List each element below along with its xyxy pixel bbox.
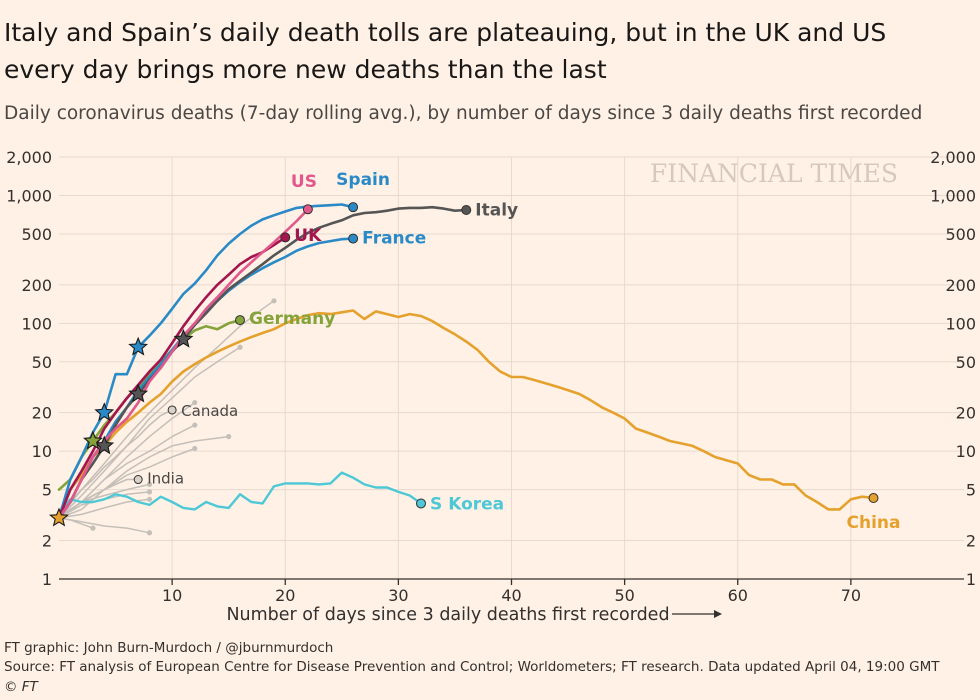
- y-tick-label-left: 500: [21, 225, 52, 244]
- y-tick-label-right: 2: [966, 532, 976, 551]
- italy-end-dot: [461, 204, 472, 215]
- footer-copyright: © FT: [4, 679, 38, 695]
- other-country-end-dot: [146, 530, 153, 536]
- y-tick-label-left: 5: [42, 481, 52, 500]
- x-axis: 10 20 30 40 50 60 70: [59, 578, 964, 605]
- italy-lockdown-star: [94, 435, 115, 455]
- india-end-dot: [133, 475, 143, 485]
- y-tick-label-right: 1,000: [930, 186, 976, 205]
- y-tick-label-left: 2,000: [6, 148, 52, 167]
- other-country-line: [58, 346, 241, 519]
- x-axis-arrow-head: [714, 610, 722, 618]
- canada-end-dot: [167, 405, 177, 415]
- x-axis-title: Number of days since 3 daily deaths firs…: [226, 605, 669, 625]
- india-label: India: [147, 470, 184, 488]
- uk-label: UK: [294, 226, 322, 246]
- other-country-end-dot: [192, 399, 198, 406]
- y-tick-label-right: 20: [956, 404, 976, 423]
- us-label: US: [291, 172, 317, 192]
- other-country-end-dot: [237, 344, 243, 350]
- other-country-end-dot: [146, 481, 153, 487]
- other-country-end-dot: [192, 445, 198, 452]
- y-tick-label-left: 10: [32, 442, 52, 461]
- france-label: France: [362, 228, 426, 248]
- germany-label: Germany: [249, 309, 335, 329]
- other-country-end-dot: [146, 496, 153, 502]
- x-tick-label: 30: [388, 586, 408, 605]
- other-country-end-dot: [226, 433, 232, 440]
- s-korea-label: S Korea: [430, 494, 504, 514]
- other-country-line: [58, 300, 275, 519]
- y-tick-label-left: 2: [42, 532, 52, 551]
- canada-line: [58, 409, 173, 519]
- x-axis-title-group: Number of days since 3 daily deaths firs…: [226, 605, 722, 625]
- china-lockdown-star: [48, 507, 70, 527]
- y-axis-left: 1 2 5 10 20 50 100 200 500 1,000 2,000: [6, 148, 52, 589]
- germany-lockdown-star: [83, 430, 103, 450]
- y-tick-label-left: 1: [42, 570, 52, 589]
- other-country-line: [58, 447, 196, 519]
- y-tick-label-left: 200: [21, 276, 52, 295]
- canada-label: Canada: [181, 402, 238, 420]
- watermark: FINANCIAL TIMES: [650, 159, 898, 188]
- china-label: China: [847, 513, 901, 533]
- y-axis-right: 1 2 5 10 20 50 100 200 500 1,000 2,000: [930, 148, 976, 589]
- footer-source: Source: FT analysis of European Centre f…: [4, 659, 940, 675]
- chart-subtitle: Daily coronavirus deaths (7-day rolling …: [4, 103, 923, 124]
- france-line: [57, 237, 355, 520]
- spain-lockdown-star: [128, 336, 149, 356]
- y-tick-label-right: 2,000: [930, 148, 976, 167]
- footer-credit: FT graphic: John Burn-Murdoch / @jburnmu…: [4, 640, 334, 656]
- y-tick-label-left: 100: [21, 314, 52, 333]
- y-tick-label-right: 100: [945, 314, 976, 333]
- italy-lockdown-star: [173, 328, 194, 348]
- india-line: [58, 478, 139, 519]
- y-tick-label-right: 1: [966, 570, 976, 589]
- gridlines: [59, 156, 964, 579]
- uk-end-dot: [280, 232, 291, 243]
- other-country-end-dot: [146, 489, 153, 495]
- y-tick-label-left: 50: [32, 353, 52, 372]
- y-tick-label-right: 50: [956, 353, 976, 372]
- spain-label: Spain: [336, 170, 390, 190]
- s-korea-end-dot: [416, 498, 426, 509]
- spain-line: [57, 203, 355, 520]
- x-tick-label: 50: [614, 586, 634, 605]
- x-tick-label: 10: [162, 586, 182, 605]
- y-tick-label-right: 200: [945, 276, 976, 295]
- china-end-dot: [868, 493, 879, 504]
- x-tick-label: 60: [728, 586, 748, 605]
- other-country-line: [58, 517, 94, 529]
- y-tick-label-left: 20: [32, 404, 52, 423]
- y-tick-label-left: 1,000: [6, 186, 52, 205]
- chart-title: Italy and Spain’s daily death tolls are …: [4, 18, 887, 84]
- other-country-end-dot: [271, 298, 277, 304]
- us-end-dot: [302, 204, 313, 215]
- x-tick-label: 40: [501, 586, 521, 605]
- x-tick-label: 20: [275, 586, 295, 605]
- series-markers: [48, 202, 879, 527]
- x-tick-label: 70: [841, 586, 861, 605]
- china-line: [57, 309, 875, 520]
- y-tick-label-right: 500: [945, 225, 976, 244]
- y-tick-label-right: 5: [966, 481, 976, 500]
- series-labels: US Spain Italy UK France Germany Canada India S …: [147, 170, 900, 533]
- spain-lockdown-star: [94, 402, 115, 422]
- spain-end-dot: [348, 202, 359, 213]
- italy-line: [57, 205, 468, 520]
- other-country-end-dot: [90, 525, 96, 531]
- other-country-end-dot: [192, 422, 198, 428]
- y-tick-label-right: 10: [956, 442, 976, 461]
- s-korea-line: [57, 471, 423, 514]
- italy-label: Italy: [475, 200, 518, 220]
- italy-lockdown-star: [128, 383, 149, 403]
- france-end-dot: [348, 233, 359, 244]
- germany-end-dot: [235, 315, 245, 326]
